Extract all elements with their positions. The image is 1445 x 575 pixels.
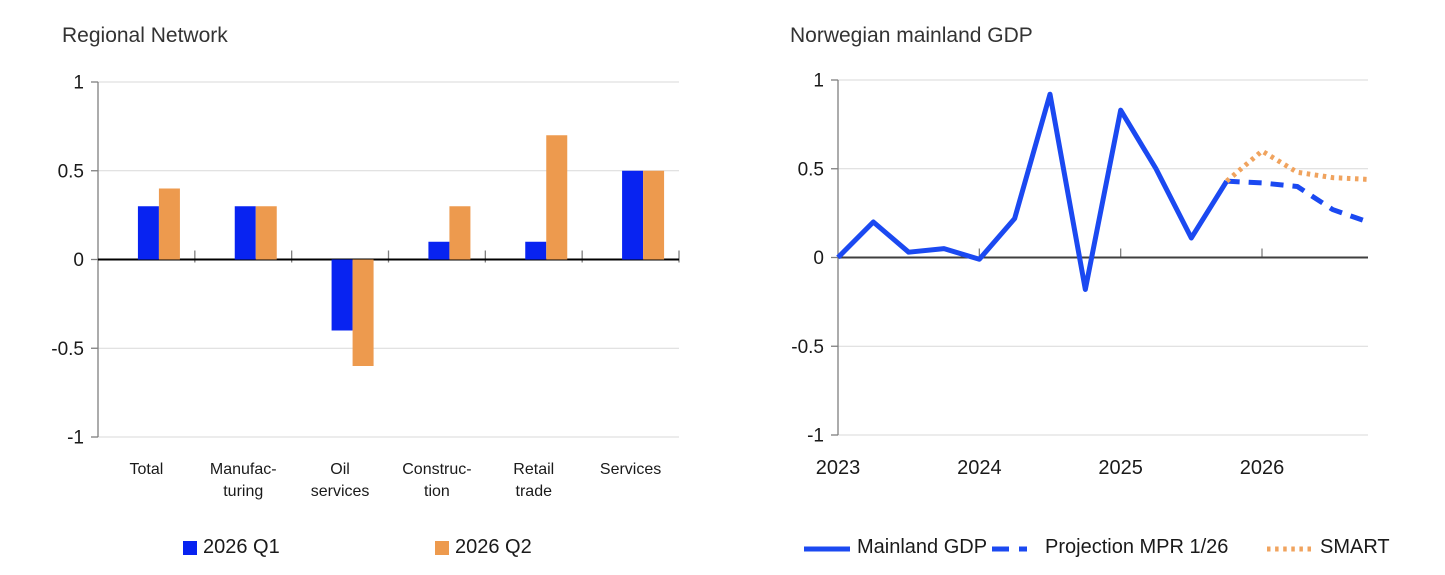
svg-text:-1: -1	[807, 426, 824, 447]
y-tick-labels: 1 0.5 0 -0.5 -1	[51, 73, 84, 449]
legend-item-smart: SMART	[1266, 536, 1390, 559]
svg-text:0.5: 0.5	[58, 161, 84, 182]
svg-text:turing: turing	[223, 483, 263, 500]
legend-label-2026-q1: 2026 Q1	[203, 536, 280, 558]
svg-text:0.5: 0.5	[798, 159, 824, 180]
bar	[643, 170, 665, 260]
svg-text:services: services	[311, 483, 370, 500]
svg-text:0: 0	[813, 248, 824, 269]
svg-text:Total: Total	[130, 461, 164, 478]
svg-text:2024: 2024	[957, 457, 1002, 479]
regional-network-bar-chart: 1 0.5 0 -0.5 -1 Total Manufac-turing Oil service…	[51, 73, 680, 500]
legend-swatch-2026-q2	[435, 540, 449, 555]
bar	[546, 135, 568, 260]
bar-series-2026-q2	[158, 135, 665, 366]
legend-swatch-dotted-line	[1267, 546, 1313, 551]
bar	[428, 241, 450, 260]
bar	[331, 259, 353, 331]
legend-label-2026-q2: 2026 Q2	[455, 536, 532, 558]
category-labels: Total Manufac-turing Oil services Construc-t…	[130, 461, 662, 500]
svg-text:tion: tion	[424, 483, 450, 500]
bar	[234, 206, 256, 260]
bar	[352, 259, 374, 366]
legend-swatch-2026-q1	[183, 540, 197, 555]
legend-item-projection-mpr: Projection MPR 1/26	[991, 536, 1228, 559]
svg-text:Retail: Retail	[513, 461, 554, 478]
x-tick-labels: 2023 2024 2025 2026	[816, 457, 1285, 479]
legend-label-smart: SMART	[1320, 536, 1390, 558]
svg-text:1: 1	[73, 73, 84, 94]
bar	[525, 241, 547, 260]
svg-text:Oil: Oil	[330, 461, 350, 478]
svg-text:-0.5: -0.5	[791, 337, 824, 358]
legend-label-projection-mpr: Projection MPR 1/26	[1045, 536, 1229, 558]
bar	[137, 206, 159, 260]
legend-swatch-dashed-line	[992, 546, 1038, 551]
svg-text:2025: 2025	[1098, 457, 1143, 479]
svg-text:2023: 2023	[816, 457, 861, 479]
legend-item-mainland-gdp: Mainland GDP	[803, 536, 987, 559]
line-series-projection-mpr-1-26	[1226, 178, 1369, 225]
bar	[449, 206, 471, 260]
bar-series-2026-q1	[137, 170, 644, 331]
svg-text:Construc-: Construc-	[402, 461, 471, 478]
mainland-gdp-title: Norwegian mainland GDP	[790, 24, 1033, 47]
legend-item-2026-q1: 2026 Q1	[183, 536, 280, 559]
mainland-gdp-line-chart: 1 0.5 0 -0.5 -1 2023 2024 2025 2026	[791, 71, 1369, 479]
bar	[255, 206, 277, 260]
svg-text:trade: trade	[516, 483, 553, 500]
svg-text:0: 0	[73, 250, 84, 271]
y-tick-labels: 1 0.5 0 -0.5 -1	[791, 71, 824, 447]
line-series-mainland-gdp	[836, 91, 1229, 292]
legend-label-mainland-gdp: Mainland GDP	[857, 536, 988, 558]
line-series-smart	[1225, 148, 1369, 184]
legend-swatch-solid-line	[804, 546, 850, 551]
svg-text:-1: -1	[67, 428, 84, 449]
svg-text:2026: 2026	[1240, 457, 1285, 479]
svg-text:Services: Services	[600, 461, 661, 478]
bar	[622, 170, 644, 260]
regional-network-title: Regional Network	[62, 24, 228, 47]
svg-text:1: 1	[813, 71, 824, 92]
svg-text:-0.5: -0.5	[51, 339, 84, 360]
svg-text:Manufac-: Manufac-	[210, 461, 277, 478]
legend-item-2026-q2: 2026 Q2	[435, 536, 532, 559]
bar	[158, 188, 180, 260]
